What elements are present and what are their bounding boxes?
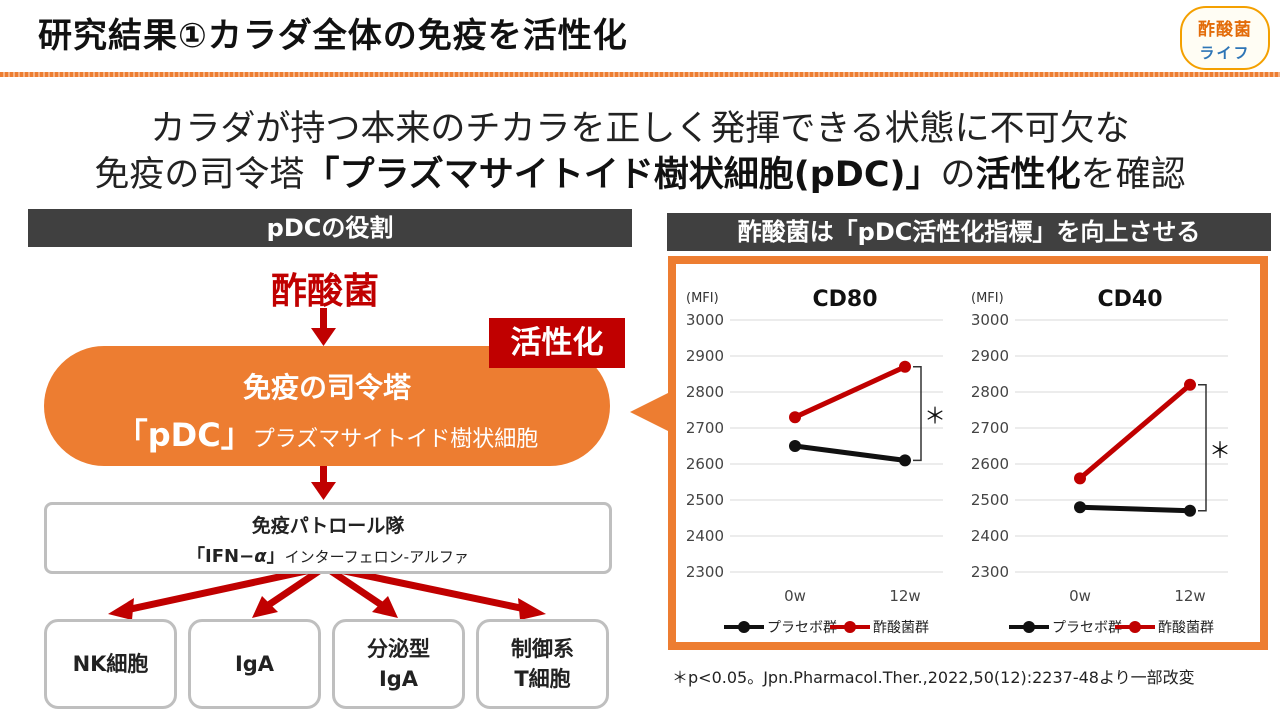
chart-0-ytick: 2400 <box>686 527 724 545</box>
callout-pointer <box>630 392 670 432</box>
logo-line1: 酢酸菌 <box>1198 20 1252 40</box>
arrow-head-1 <box>311 328 336 346</box>
ifn-title: 免疫パトロール隊 <box>251 515 405 537</box>
chart-1-ytick: 2400 <box>971 527 1009 545</box>
chart-1-series-1-line <box>1078 382 1192 481</box>
chart-1-legend-0-label: プラセボ群 <box>1052 620 1122 636</box>
charts: (MFI) CD80 2300 2400 2500 2600 2700 2800 2900 300… <box>686 287 1231 636</box>
chart-0-ytick: 2900 <box>686 347 724 365</box>
chart-1-ytick: 3000 <box>971 311 1009 329</box>
branch-head-iga <box>252 596 278 618</box>
lead-line-2-post: を確認 <box>1080 155 1186 195</box>
chart-1-series-0-point <box>1184 504 1196 517</box>
logo-line2: ライフ <box>1199 44 1251 62</box>
chart-1-series-0-point <box>1074 501 1086 514</box>
chart-1-legend-0-marker <box>1023 621 1035 633</box>
chart-0-series-0-point <box>899 454 911 467</box>
cell-nk-label: NK細胞 <box>72 652 149 676</box>
chart-0-ytick: 2700 <box>686 419 724 437</box>
chart-1-series-1-point <box>1184 378 1196 391</box>
branch-head-nk <box>108 598 134 620</box>
chart-1-legend-1-label: 酢酸菌群 <box>1158 620 1214 636</box>
chart-1-series-0-line <box>1079 504 1191 514</box>
cell-iga-label: IgA <box>234 652 275 676</box>
chart-1-ytick: 2500 <box>971 491 1009 509</box>
chart-1-ytick: 2300 <box>971 563 1009 581</box>
chart-0-series-1-line <box>793 364 907 420</box>
chart-0-ylabel: (MFI) <box>686 291 719 306</box>
chart-0-significance-bracket <box>913 366 922 462</box>
cell-secretory-iga: 分泌型 IgA <box>332 619 465 709</box>
arrow-shaft-2 <box>320 466 327 486</box>
chart-0-legend-0-label: プラセボ群 <box>767 620 837 636</box>
chart-0-legend-0-marker <box>738 621 750 633</box>
chart-frame <box>668 256 1268 650</box>
chart-1-ylabel: (MFI) <box>971 291 1004 306</box>
chart-0-ytick: 3000 <box>686 311 724 329</box>
lead-line-2-bold1: 「プラズマサイトイド樹状細胞(pDC)」 <box>304 155 941 195</box>
chart-1-xtick: 0w <box>1069 587 1091 605</box>
chart-1-series-1-point <box>1074 472 1086 485</box>
bubble-subtitle: 「pDC」プラズマサイトイド樹状細胞 <box>44 410 610 456</box>
lead-line-2-pre: 免疫の司令塔 <box>94 155 305 195</box>
title-divider <box>0 72 1280 77</box>
chart-0-ytick: 2500 <box>686 491 724 509</box>
ifn-close: 」 <box>266 546 285 567</box>
chart-0-significance-mark: ＊ <box>924 405 946 430</box>
chart-0-ytick: 2300 <box>686 563 724 581</box>
chart-1-ytick: 2900 <box>971 347 1009 365</box>
chart-1-ytick: 2800 <box>971 383 1009 401</box>
ifn-fullname: インターフェロン-アルファ <box>284 548 469 566</box>
acetic-bacteria-label: 酢酸菌 <box>270 271 379 312</box>
lead-line-2-bold2: 活性化 <box>975 155 1081 195</box>
chart-0-xtick: 0w <box>784 587 806 605</box>
bubble-title: 免疫の司令塔 <box>242 371 411 404</box>
chart-1-ytick: 2700 <box>971 419 1009 437</box>
chart-0-xtick: 12w <box>889 587 920 605</box>
chart-0-legend-1-label: 酢酸菌群 <box>873 620 929 636</box>
chart-1-ytick: 2600 <box>971 455 1009 473</box>
cell-regulatory-t-label: 制御系 T細胞 <box>511 637 574 691</box>
brand-logo: 酢酸菌 ライフ <box>1180 6 1270 70</box>
ifn-alpha: α <box>254 546 267 567</box>
cell-nk: NK細胞 <box>44 619 177 709</box>
branch-head-treg <box>518 598 546 620</box>
ifn-subtitle: 「IFN−α」インターフェロン-アルファ <box>47 542 609 568</box>
chart-0-title: CD80 <box>812 287 877 312</box>
pdc-role-heading: pDCの役割 <box>28 209 632 247</box>
arrow-head-2 <box>311 482 336 500</box>
pdc-index-heading: 酢酸菌は「pDC活性化指標」を向上させる <box>667 213 1271 251</box>
ifn-box: 免疫パトロール隊 「IFN−α」インターフェロン-アルファ <box>44 502 612 574</box>
lead-line-1: カラダが持つ本来のチカラを正しく発揮できる状態に不可欠な <box>150 109 1130 149</box>
chart-1-legend-1-marker <box>1129 621 1141 633</box>
cell-secretory-iga-label: 分泌型 IgA <box>367 637 430 691</box>
chart-0-ytick: 2600 <box>686 455 724 473</box>
branch-head-siga <box>372 596 398 618</box>
cell-regulatory-t: 制御系 T細胞 <box>476 619 609 709</box>
chart-0-series-0-point <box>789 440 801 452</box>
chart-0-legend-1-marker <box>844 621 856 633</box>
page-title: 研究結果①カラダ全体の免疫を活性化 <box>38 16 628 56</box>
chart-0-ytick: 2800 <box>686 383 724 401</box>
chart-0-series-1-point <box>899 360 911 373</box>
ifn-main: 「IFN− <box>187 546 255 567</box>
chart-0-series-0-line <box>794 443 906 463</box>
lead-line-2: 免疫の司令塔「プラズマサイトイド樹状細胞(pDC)」の活性化を確認 <box>0 146 1280 197</box>
chart-1-significance-bracket <box>1198 384 1207 512</box>
bubble-pdc-fullname: プラズマサイトイド樹状細胞 <box>252 427 539 452</box>
chart-1-xtick: 12w <box>1174 587 1205 605</box>
lead-line-2-mid: の <box>940 155 976 195</box>
footnote: ＊p<0.05。Jpn.Pharmacol.Ther.,2022,50(12):… <box>672 668 1195 687</box>
chart-1-significance-mark: ＊ <box>1209 439 1231 464</box>
bubble-pdc: 「pDC」 <box>115 416 253 454</box>
activation-badge: 活性化 <box>489 318 625 368</box>
chart-0-series-1-point <box>789 411 801 424</box>
cell-iga: IgA <box>188 619 321 709</box>
chart-1-title: CD40 <box>1097 287 1162 312</box>
